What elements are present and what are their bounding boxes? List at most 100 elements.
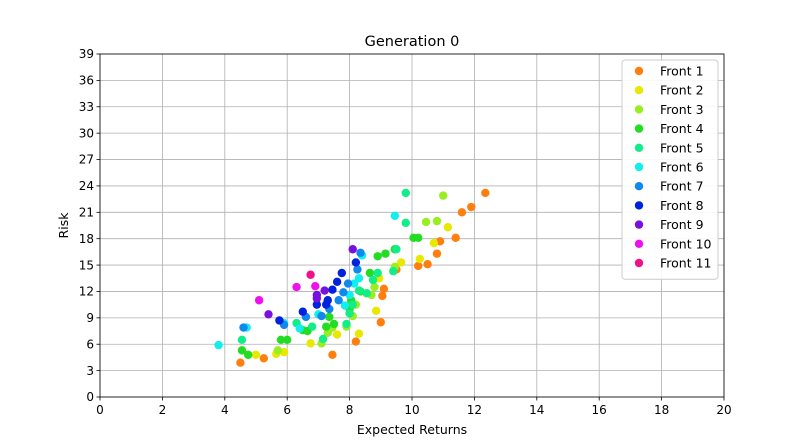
data-point-front-2 (371, 306, 381, 316)
chart-title: Generation 0 (365, 34, 460, 50)
legend-marker (634, 220, 644, 229)
x-tick-label: 8 (346, 403, 354, 417)
data-point-front-5 (368, 275, 378, 285)
y-tick-label: 24 (79, 179, 94, 193)
data-point-front-3 (370, 282, 379, 292)
data-point-front-7 (334, 296, 343, 305)
data-point-front-4 (325, 312, 334, 322)
legend-label: Front 10 (660, 236, 712, 251)
data-point-front-4 (244, 350, 253, 359)
y-tick-label: 0 (86, 390, 94, 404)
data-point-front-5 (354, 286, 364, 295)
data-point-front-7 (353, 265, 362, 274)
data-point-front-1 (376, 318, 385, 327)
data-point-front-8 (323, 296, 332, 305)
data-point-front-2 (332, 330, 342, 339)
legend-marker (634, 162, 644, 172)
data-point-front-5 (362, 289, 371, 298)
data-point-front-1 (451, 233, 460, 243)
legend-label: Front 9 (660, 217, 704, 232)
data-point-front-5 (389, 267, 398, 276)
data-point-front-1 (467, 202, 476, 212)
legend-label: Front 3 (660, 102, 704, 117)
y-tick-label: 12 (79, 285, 94, 299)
x-tick-label: 12 (467, 403, 482, 417)
y-tick-label: 9 (86, 311, 94, 325)
y-tick-label: 6 (86, 337, 94, 351)
legend-label: Front 1 (660, 64, 704, 79)
legend-box (621, 59, 719, 280)
legend-marker (634, 239, 644, 248)
data-point-front-8 (328, 285, 337, 294)
data-point-front-5 (237, 335, 247, 345)
data-point-front-7 (239, 323, 248, 332)
data-point-front-5 (342, 319, 351, 329)
data-point-front-2 (251, 350, 261, 359)
data-point-front-4 (237, 346, 247, 355)
data-point-front-1 (328, 350, 337, 359)
data-point-front-8 (312, 300, 322, 309)
data-point-front-10 (311, 281, 320, 291)
data-point-front-4 (365, 268, 375, 278)
data-point-front-5 (373, 268, 382, 278)
data-point-front-5 (307, 322, 317, 331)
y-axis-label: Risk (56, 212, 71, 239)
data-point-front-3 (439, 191, 448, 200)
data-point-front-6 (340, 301, 350, 310)
data-point-front-4 (276, 335, 286, 345)
data-point-front-6 (354, 274, 364, 283)
data-point-front-4 (373, 252, 382, 261)
data-point-front-1 (379, 284, 389, 294)
x-tick-label: 2 (159, 403, 167, 417)
data-point-front-7 (343, 279, 353, 288)
y-tick-label: 30 (79, 126, 94, 140)
x-tick-label: 18 (654, 403, 669, 417)
data-point-front-10 (292, 282, 301, 292)
data-point-front-1 (259, 354, 268, 363)
data-point-front-8 (275, 316, 284, 325)
data-point-front-1 (481, 188, 490, 198)
legend-label: Front 5 (660, 140, 704, 155)
legend-marker (634, 182, 644, 191)
y-tick-label: 21 (79, 206, 94, 220)
data-point-front-2 (415, 254, 424, 264)
data-point-front-2 (354, 329, 364, 338)
data-point-front-5 (401, 188, 410, 198)
legend-label: Front 2 (660, 83, 704, 98)
y-tick-label: 39 (79, 47, 94, 61)
data-point-front-2 (396, 258, 406, 267)
data-point-front-10 (254, 296, 264, 305)
data-point-front-11 (306, 270, 315, 279)
data-point-front-6 (214, 340, 223, 350)
data-point-front-5 (348, 300, 357, 309)
data-point-front-5 (392, 245, 401, 254)
data-point-front-2 (306, 339, 315, 348)
tick-labels: 0 2 4 6 8 10 12 14 16 18 2003691215182124273033363… (79, 47, 732, 417)
y-tick-label: 36 (79, 74, 94, 88)
x-tick-label: 4 (221, 403, 229, 417)
data-point-front-9 (264, 310, 273, 319)
data-point-front-7 (317, 311, 326, 321)
legend-marker (634, 105, 644, 114)
legend-marker (634, 143, 644, 152)
data-point-front-5 (318, 334, 328, 344)
legend-label: Front 6 (660, 160, 704, 175)
y-tick-label: 27 (79, 153, 94, 167)
legend-marker (634, 66, 644, 76)
x-axis-label: Expected Returns (357, 422, 467, 437)
data-point-front-1 (236, 358, 245, 367)
data-point-front-9 (320, 286, 329, 295)
legend-label: Front 4 (660, 121, 704, 136)
x-tick-label: 16 (592, 403, 607, 417)
data-point-front-1 (457, 208, 467, 217)
data-point-front-2 (429, 238, 439, 248)
data-point-front-1 (414, 261, 423, 271)
data-point-front-9 (312, 290, 322, 300)
legend-marker (634, 124, 644, 133)
data-point-front-1 (378, 291, 387, 301)
data-point-front-1 (423, 259, 432, 269)
data-point-front-1 (432, 249, 442, 258)
x-tick-label: 14 (529, 403, 544, 417)
legend: Front 1 Front 2 Front 3 Front 4 Front 5 Front… (621, 59, 719, 280)
